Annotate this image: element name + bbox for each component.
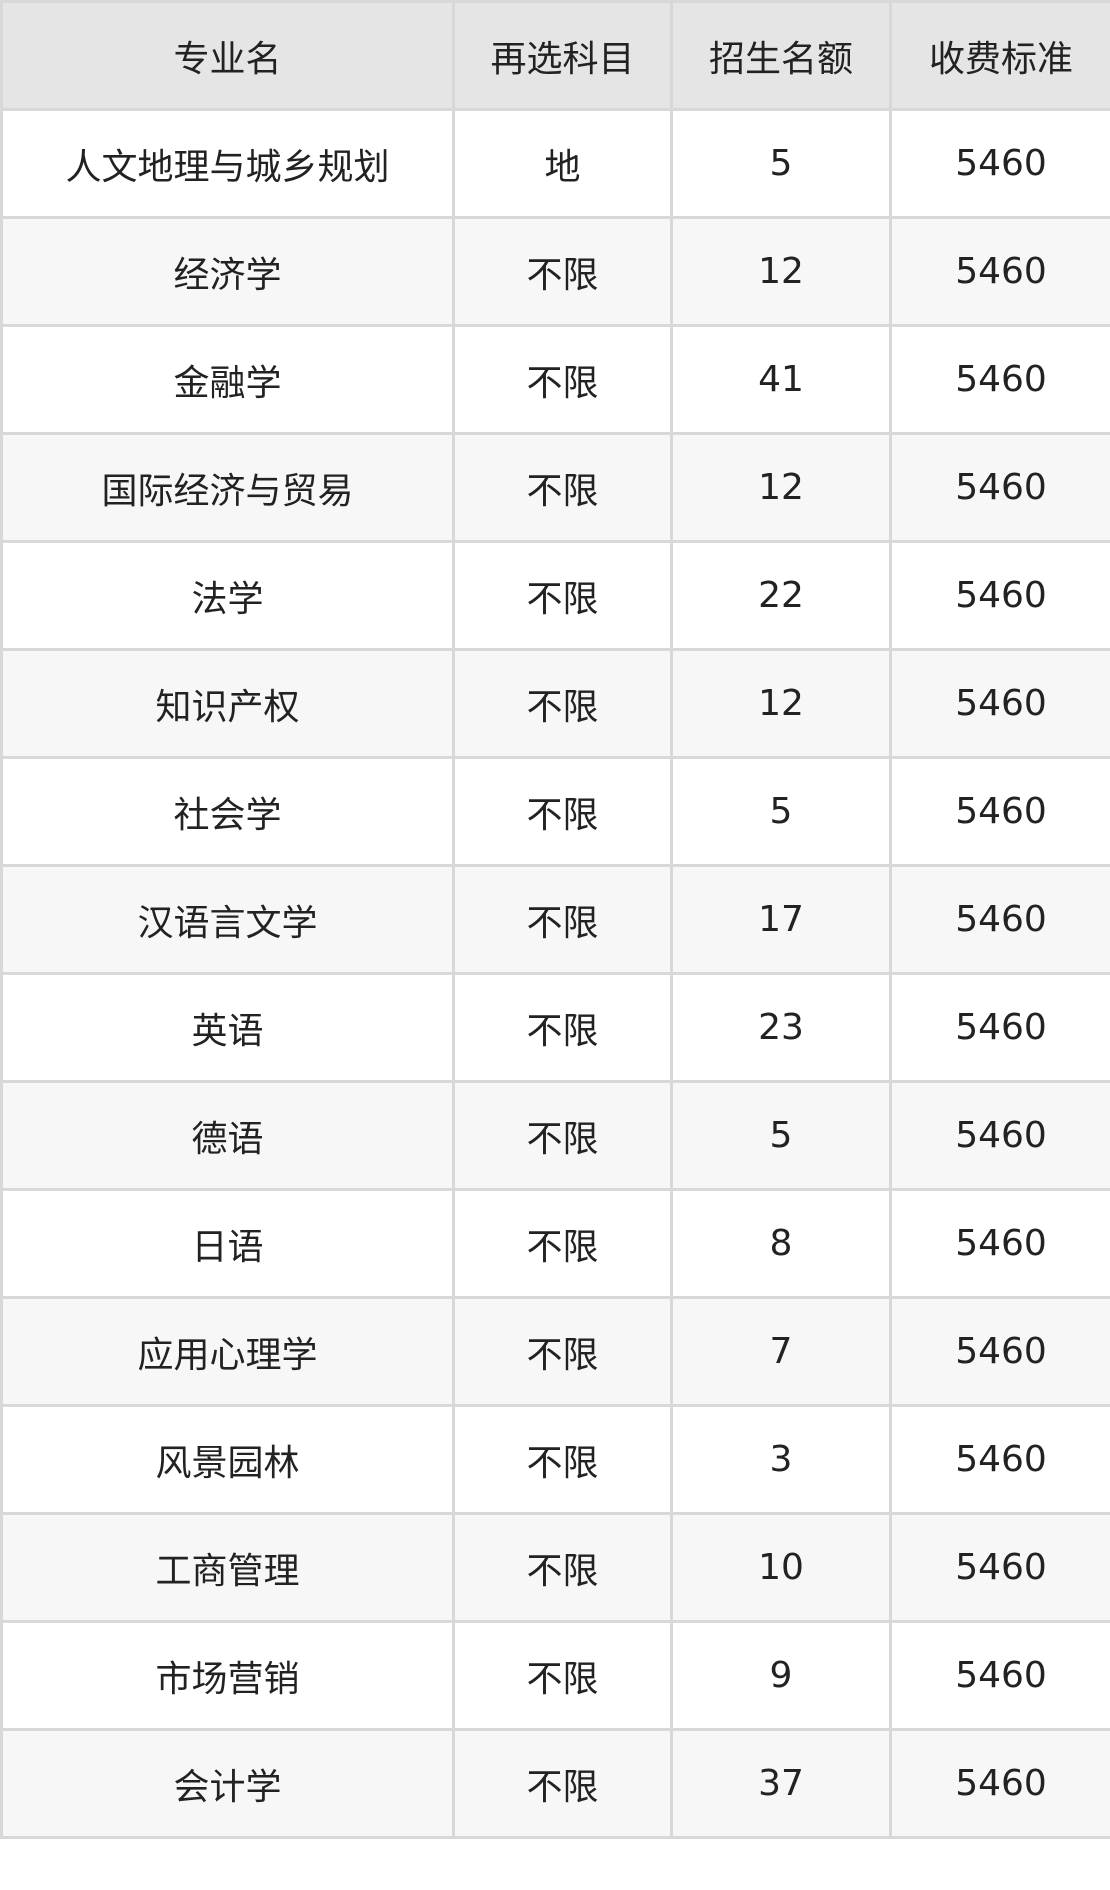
table-row: 汉语言文学 不限 17 5460 [0, 864, 1110, 975]
tuition-cell: 5460 [889, 756, 1110, 867]
table-row: 工商管理 不限 10 5460 [0, 1512, 1110, 1623]
major-name-cell: 汉语言文学 [0, 864, 455, 975]
enrollment-quota-cell: 5 [670, 108, 892, 219]
header-elective-subject: 再选科目 [452, 0, 673, 111]
major-name-cell: 法学 [0, 540, 455, 651]
major-name-cell: 国际经济与贸易 [0, 432, 455, 543]
major-name-cell: 工商管理 [0, 1512, 455, 1623]
elective-subject-cell: 不限 [452, 1728, 673, 1839]
major-name-cell: 会计学 [0, 1728, 455, 1839]
elective-subject-cell: 不限 [452, 1620, 673, 1731]
table-row: 日语 不限 8 5460 [0, 1188, 1110, 1299]
enrollment-quota-cell: 37 [670, 1728, 892, 1839]
major-name-cell: 应用心理学 [0, 1296, 455, 1407]
table-row: 英语 不限 23 5460 [0, 972, 1110, 1083]
tuition-cell: 5460 [889, 972, 1110, 1083]
enrollment-quota-cell: 8 [670, 1188, 892, 1299]
enrollment-quota-cell: 7 [670, 1296, 892, 1407]
enrollment-quota-cell: 23 [670, 972, 892, 1083]
tuition-cell: 5460 [889, 216, 1110, 327]
table-row: 人文地理与城乡规划地 5 5460 [0, 108, 1110, 219]
tuition-cell: 5460 [889, 1188, 1110, 1299]
enrollment-quota-cell: 10 [670, 1512, 892, 1623]
enrollment-quota-cell: 5 [670, 756, 892, 867]
tuition-cell: 5460 [889, 432, 1110, 543]
elective-subject-cell: 不限 [452, 1512, 673, 1623]
major-name-cell: 人文地理与城乡规划 [0, 108, 455, 219]
elective-subject-cell: 不限 [452, 1080, 673, 1191]
enrollment-quota-cell: 3 [670, 1404, 892, 1515]
table-row: 法学 不限 22 5460 [0, 540, 1110, 651]
enrollment-quota-cell: 5 [670, 1080, 892, 1191]
tuition-cell: 5460 [889, 540, 1110, 651]
table-row: 市场营销 不限 9 5460 [0, 1620, 1110, 1731]
table-row: 风景园林 不限 3 5460 [0, 1404, 1110, 1515]
tuition-cell: 5460 [889, 864, 1110, 975]
tuition-cell: 5460 [889, 324, 1110, 435]
major-name-cell: 日语 [0, 1188, 455, 1299]
elective-subject-cell: 不限 [452, 540, 673, 651]
elective-subject-cell: 不限 [452, 324, 673, 435]
elective-subject-cell: 不限 [452, 648, 673, 759]
enrollment-quota-cell: 12 [670, 648, 892, 759]
enrollment-quota-cell: 22 [670, 540, 892, 651]
header-tuition: 收费标准 [889, 0, 1110, 111]
major-name-cell: 经济学 [0, 216, 455, 327]
elective-subject-cell: 不限 [452, 1404, 673, 1515]
elective-subject-cell: 不限 [452, 864, 673, 975]
table-row: 德语 不限 5 5460 [0, 1080, 1110, 1191]
elective-subject-cell: 不限 [452, 1296, 673, 1407]
enrollment-quota-cell: 12 [670, 216, 892, 327]
major-name-cell: 社会学 [0, 756, 455, 867]
table-row: 知识产权 不限 12 5460 [0, 648, 1110, 759]
table-row: 社会学 不限 5 5460 [0, 756, 1110, 867]
majors-table: 专业名 再选科目 招生名额 收费标准 人文地理与城乡规划地 5 5460 经济学 不限 1… [0, 0, 1110, 1839]
enrollment-quota-cell: 17 [670, 864, 892, 975]
tuition-cell: 5460 [889, 1296, 1110, 1407]
major-name-cell: 知识产权 [0, 648, 455, 759]
enrollment-quota-cell: 12 [670, 432, 892, 543]
major-name-cell: 风景园林 [0, 1404, 455, 1515]
elective-subject-cell: 不限 [452, 216, 673, 327]
tuition-cell: 5460 [889, 108, 1110, 219]
table-row: 国际经济与贸易 不限 12 5460 [0, 432, 1110, 543]
enrollment-quota-cell: 9 [670, 1620, 892, 1731]
tuition-cell: 5460 [889, 1404, 1110, 1515]
elective-subject-cell: 不限 [452, 972, 673, 1083]
header-enrollment-quota: 招生名额 [670, 0, 892, 111]
table-row: 金融学 不限 41 5460 [0, 324, 1110, 435]
table-header-row: 专业名 再选科目 招生名额 收费标准 [0, 0, 1110, 111]
major-name-cell: 金融学 [0, 324, 455, 435]
table-row: 应用心理学 不限 7 5460 [0, 1296, 1110, 1407]
elective-subject-cell: 不限 [452, 1188, 673, 1299]
major-name-cell: 英语 [0, 972, 455, 1083]
elective-subject-cell: 不限 [452, 432, 673, 543]
enrollment-quota-cell: 41 [670, 324, 892, 435]
tuition-cell: 5460 [889, 1512, 1110, 1623]
table-row: 经济学 不限 12 5460 [0, 216, 1110, 327]
tuition-cell: 5460 [889, 1620, 1110, 1731]
tuition-cell: 5460 [889, 1728, 1110, 1839]
major-name-cell: 市场营销 [0, 1620, 455, 1731]
tuition-cell: 5460 [889, 1080, 1110, 1191]
major-name-cell: 德语 [0, 1080, 455, 1191]
header-major-name: 专业名 [0, 0, 455, 111]
tuition-cell: 5460 [889, 648, 1110, 759]
elective-subject-cell: 地 [452, 108, 673, 219]
table-row: 会计学 不限 37 5460 [0, 1728, 1110, 1839]
elective-subject-cell: 不限 [452, 756, 673, 867]
